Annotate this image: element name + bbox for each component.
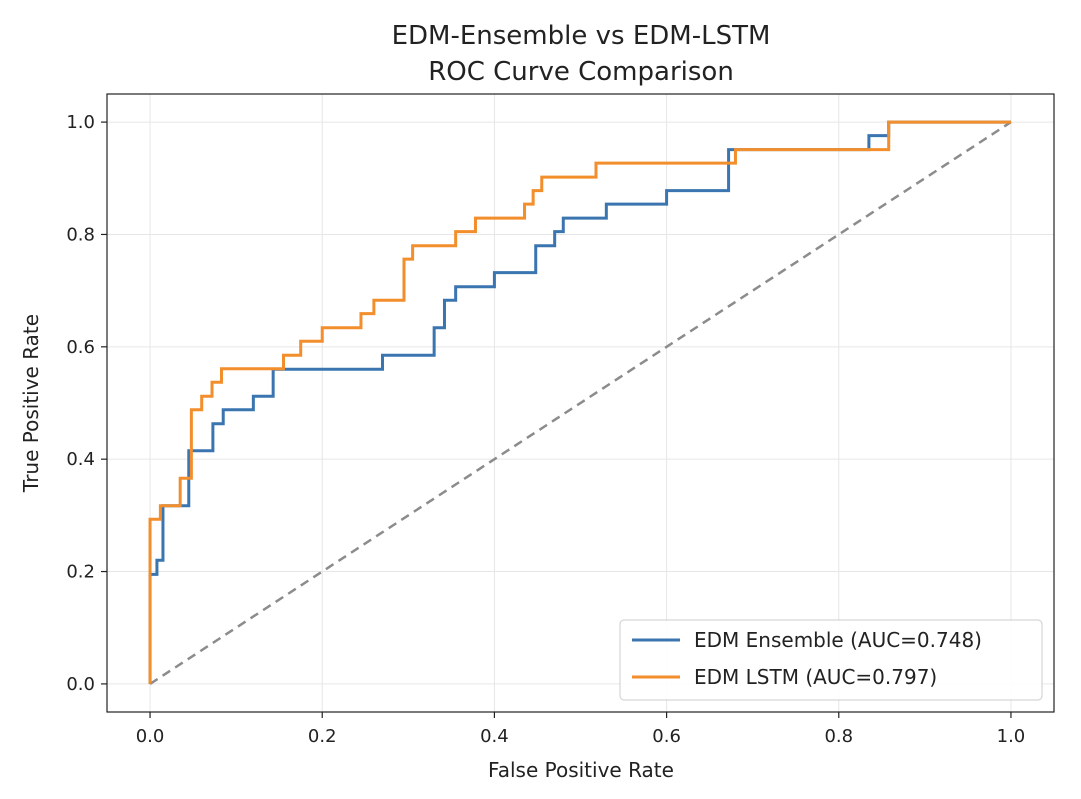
x-tick-label: 1.0 bbox=[997, 726, 1026, 747]
plot-area bbox=[148, 120, 1012, 685]
chart-title-line-1: EDM-Ensemble vs EDM-LSTM bbox=[392, 21, 771, 51]
chart-title-line-2: ROC Curve Comparison bbox=[428, 57, 734, 87]
y-axis-label: True Positive Rate bbox=[19, 314, 43, 493]
roc-curve-ensemble bbox=[148, 120, 1011, 684]
legend-box bbox=[619, 619, 1043, 701]
grid-lines bbox=[107, 94, 1054, 712]
y-tick-label: 0.6 bbox=[66, 337, 95, 358]
y-tick-label: 0.4 bbox=[66, 449, 95, 470]
x-tick-label: 0.4 bbox=[480, 726, 509, 747]
roc-curve-lstm bbox=[148, 120, 1011, 684]
y-tick-label: 1.0 bbox=[66, 112, 95, 133]
plot-frame bbox=[106, 93, 1055, 713]
chance-reference-line bbox=[149, 121, 1012, 685]
x-tick-label: 0.2 bbox=[308, 726, 337, 747]
legend-label-lstm: EDM LSTM (AUC=0.797) bbox=[694, 665, 937, 689]
x-tick-label: 0.6 bbox=[652, 726, 681, 747]
legend-label-ensemble: EDM Ensemble (AUC=0.748) bbox=[694, 628, 982, 652]
x-axis-label: False Positive Rate bbox=[488, 758, 674, 782]
x-tick-label: 0.8 bbox=[824, 726, 853, 747]
axis-ticks: 0.0 0.2 0.4 0.6 0.8 1.0 0.0 0.2 0.4 0.6 0.8 1.0 bbox=[66, 112, 1025, 747]
y-tick-label: 0.8 bbox=[66, 224, 95, 245]
x-tick-label: 0.0 bbox=[136, 726, 165, 747]
y-tick-label: 0.2 bbox=[66, 562, 95, 583]
y-tick-label: 0.0 bbox=[66, 674, 95, 695]
legend: EDM Ensemble (AUC=0.748) EDM LSTM (AUC=0… bbox=[619, 619, 1043, 701]
